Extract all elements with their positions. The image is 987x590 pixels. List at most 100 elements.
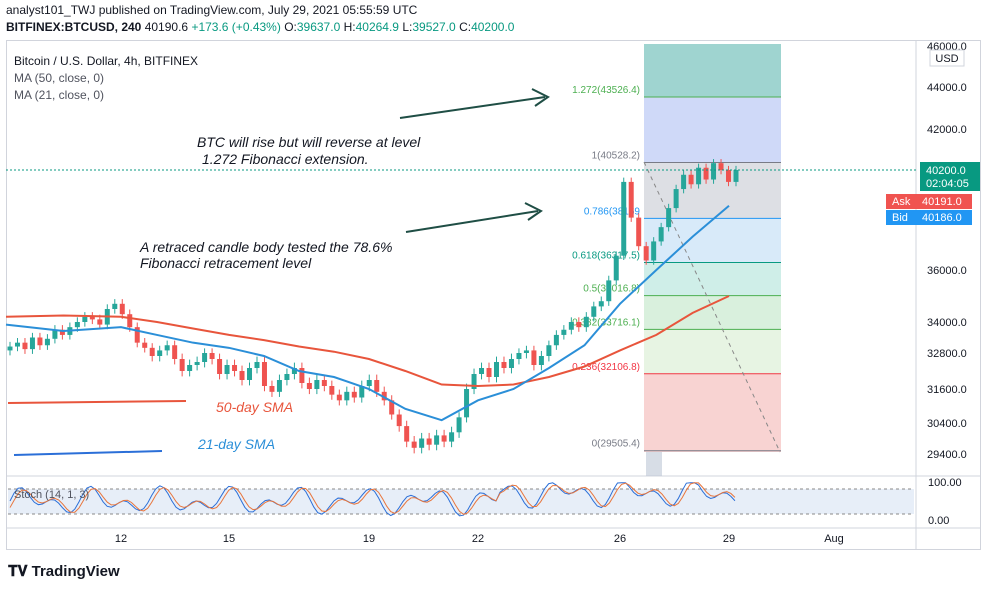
candle-body xyxy=(299,368,305,383)
candle-body xyxy=(314,380,320,389)
candle-body xyxy=(202,353,208,362)
rise-annotation-line2: 1.272 Fibonacci extension. xyxy=(202,151,369,167)
candle-body xyxy=(434,435,440,445)
candle-body xyxy=(673,189,679,209)
stoch-d-line xyxy=(9,482,736,515)
fib-label-0.786: 0.786(38169 xyxy=(584,206,641,217)
candle-body xyxy=(643,246,649,261)
candle-body xyxy=(726,170,732,182)
arrow-top xyxy=(399,88,550,119)
candle-body xyxy=(449,432,455,442)
ask-price-tag xyxy=(916,194,972,209)
stoch-k-line xyxy=(9,482,736,517)
candle-body xyxy=(464,389,470,418)
sma21-legend-line xyxy=(13,450,163,456)
candle-body xyxy=(37,337,43,346)
fib-zone-top xyxy=(644,44,781,97)
candle-body xyxy=(164,345,170,351)
candle-body xyxy=(456,417,462,433)
price-axis-ticks: 46000.044000.042000.036000.034000.032800… xyxy=(927,41,967,461)
candle-body xyxy=(606,280,612,302)
retrace-annotation-line1: A retraced candle body tested the 78.6% xyxy=(139,239,392,255)
stoch-label: Stoch (14, 1, 3) xyxy=(14,489,89,501)
sma21-annotation: 21-day SMA xyxy=(197,436,275,452)
candle-body xyxy=(22,342,28,350)
price-tick: 42000.0 xyxy=(927,124,967,136)
price-tick: 30400.0 xyxy=(927,418,967,430)
chart-frame[interactable] xyxy=(6,40,981,550)
time-axis-ticks: 12 15 19 22 26 29 Aug xyxy=(115,533,844,545)
fibonacci-lines: 1.272(43526.4) 1(40528.2) 0.786(38169 0.618… xyxy=(572,85,781,452)
candle-body xyxy=(426,438,432,445)
chart-legend-ma50: MA (50, close, 0) xyxy=(14,71,104,85)
candle-body xyxy=(359,386,365,398)
fib-trend-line xyxy=(643,161,781,453)
symbol-ohlc-line: BITFINEX:BTCUSD, 240 40190.6 +173.6 (+0.… xyxy=(6,20,514,34)
candle-body xyxy=(628,181,634,218)
open-value: 39637.0 xyxy=(296,20,341,34)
candle-body xyxy=(44,338,50,346)
candle-body xyxy=(7,346,13,351)
time-tick: Aug xyxy=(824,533,844,545)
candle-body xyxy=(194,362,200,365)
candle-body xyxy=(187,365,193,371)
candle-body xyxy=(127,314,133,328)
candle-body xyxy=(583,316,589,328)
current-price-tag xyxy=(920,162,980,191)
price-tick: 31600.0 xyxy=(927,384,967,396)
fib-label-0.382: 0.382(33716.1) xyxy=(572,317,640,328)
fib-label-0.236: 0.236(32106.8) xyxy=(572,362,640,373)
candle-body xyxy=(89,316,95,320)
stoch-tick-0: 0.00 xyxy=(928,515,949,527)
symbol-label: BITFINEX:BTCUSD, 240 xyxy=(6,20,142,34)
candle-body xyxy=(733,170,739,182)
fib-label-0: 0(29505.4) xyxy=(592,439,640,450)
low-value: 39527.0 xyxy=(412,20,456,34)
candle-body xyxy=(276,380,282,392)
time-tick: 22 xyxy=(472,533,484,545)
stoch-band xyxy=(8,489,914,514)
sma50-line xyxy=(5,295,730,388)
candle-body xyxy=(14,342,20,347)
candle-body xyxy=(703,167,709,180)
ask-tag xyxy=(886,194,916,209)
price-tick: 32800.0 xyxy=(927,348,967,360)
bid-price: 40186.0 xyxy=(922,212,962,224)
candle-body xyxy=(471,374,477,389)
price-change: +173.6 (+0.43%) xyxy=(191,20,281,34)
chart-legend-title: Bitcoin / U.S. Dollar, 4h, BITFINEX xyxy=(14,54,198,68)
price-tick: 34000.0 xyxy=(927,317,967,329)
sma50-annotation: 50-day SMA xyxy=(216,399,293,415)
candle-body xyxy=(561,329,567,335)
candle-body xyxy=(329,386,335,395)
candle-body xyxy=(493,362,499,377)
low-label: L: xyxy=(402,20,413,34)
candle-body xyxy=(291,368,297,374)
fib-zone-382 xyxy=(644,330,781,374)
candle-body xyxy=(366,380,372,386)
tradingview-mark-icon: 𝐓𝐕 xyxy=(8,563,28,580)
candle-body xyxy=(261,362,267,386)
candle-body xyxy=(598,301,604,307)
candle-body xyxy=(224,365,230,374)
brand-name: TradingView xyxy=(31,563,120,580)
price-tick: 36000.0 xyxy=(927,265,967,277)
candle-body xyxy=(516,353,522,359)
candle-body xyxy=(396,414,402,427)
candle-body xyxy=(479,368,485,374)
chart-legend-ma21: MA (21, close, 0) xyxy=(14,88,104,102)
tradingview-logo: 𝐓𝐕 TradingView xyxy=(8,563,120,580)
time-tick: 19 xyxy=(363,533,375,545)
candle-body xyxy=(718,163,724,170)
publisher-line: analyst101_TWJ published on TradingView.… xyxy=(6,3,418,17)
candle-body xyxy=(142,342,148,348)
candle-body xyxy=(112,303,118,309)
candle-body xyxy=(613,255,619,281)
candle-body xyxy=(149,347,155,356)
candle-body xyxy=(217,359,223,374)
candle-body xyxy=(232,365,238,371)
fib-label-0.5: 0.5(35016.8) xyxy=(583,284,640,295)
candle-body xyxy=(688,174,694,185)
candle-body xyxy=(119,303,125,315)
